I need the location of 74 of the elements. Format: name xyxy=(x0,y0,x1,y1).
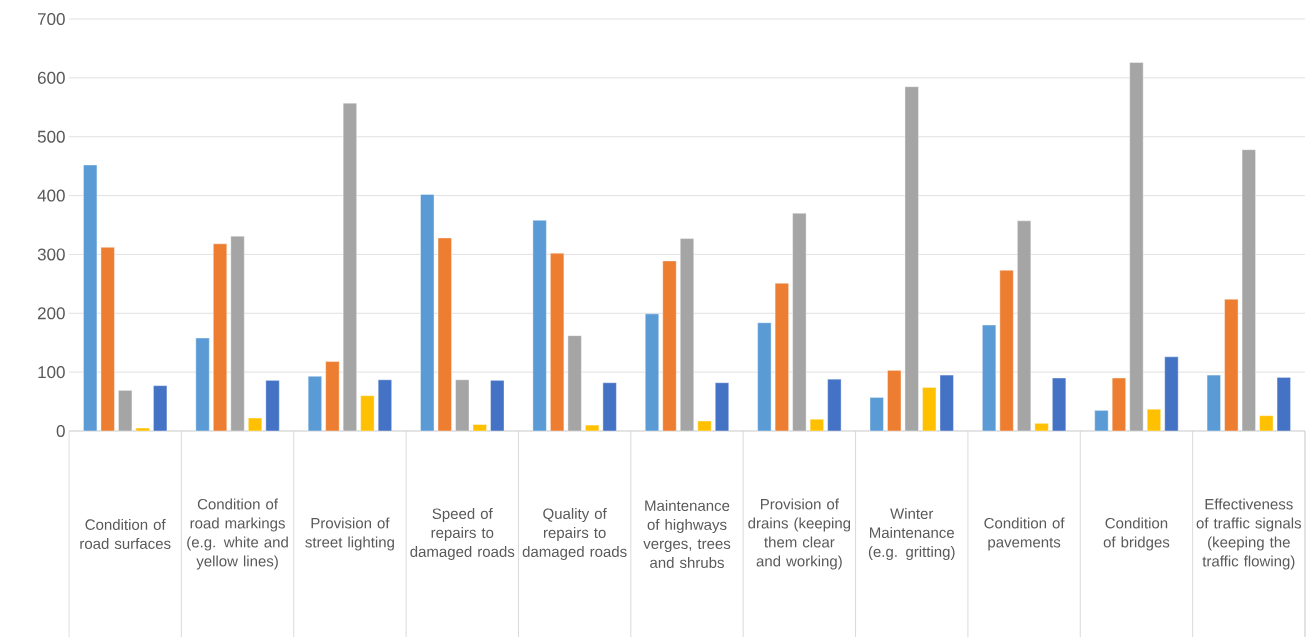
bar xyxy=(377,379,392,432)
bar xyxy=(195,337,210,432)
bar xyxy=(307,376,322,432)
bar xyxy=(757,322,772,432)
bar xyxy=(265,380,280,432)
y-tick-label: 300 xyxy=(37,248,65,261)
bar xyxy=(153,385,168,432)
bar xyxy=(437,237,452,432)
bar xyxy=(83,164,98,432)
bar xyxy=(827,379,842,432)
y-tick-label: 600 xyxy=(37,71,65,84)
y-tick-label: 400 xyxy=(37,189,65,202)
bar xyxy=(325,361,340,432)
bar xyxy=(1224,298,1239,432)
bar xyxy=(1094,410,1109,432)
bar xyxy=(869,397,884,432)
bar xyxy=(1129,62,1144,432)
bar xyxy=(1034,423,1049,432)
bar xyxy=(887,370,902,432)
x-tick-label: Condition of road markings (e.g. white and yellow lines) xyxy=(187,498,288,570)
bar xyxy=(792,213,807,432)
bar xyxy=(662,260,677,432)
bar xyxy=(472,424,487,432)
bar xyxy=(602,382,617,432)
x-tick-label: Provision of drains (keeping them clear and working) xyxy=(748,498,851,570)
y-tick-label: 200 xyxy=(37,307,65,320)
y-tick-label: 500 xyxy=(37,130,65,143)
y-tick-label: 700 xyxy=(38,12,65,26)
bar xyxy=(420,194,435,432)
bar xyxy=(532,220,547,432)
bar xyxy=(1147,409,1161,432)
bar xyxy=(490,380,505,432)
bar xyxy=(585,424,600,432)
bar xyxy=(1276,377,1291,432)
x-tick-label: Winter Maintenance (e.g. gritting) xyxy=(868,508,955,560)
bar xyxy=(1164,356,1179,432)
bar xyxy=(1206,374,1221,432)
bar xyxy=(100,247,115,432)
bar xyxy=(999,270,1014,432)
bar xyxy=(774,283,789,432)
bar xyxy=(1052,377,1067,432)
bar xyxy=(135,427,150,432)
x-tick-label: Provision of street lighting xyxy=(305,517,394,551)
bar xyxy=(455,379,470,432)
bar xyxy=(1241,149,1256,432)
bar xyxy=(1017,220,1032,432)
x-tick-label: Condition of road surfaces xyxy=(80,518,171,549)
x-tick-label: Condition of pavements xyxy=(984,517,1065,551)
bar xyxy=(213,243,228,432)
bar xyxy=(939,374,954,432)
bar xyxy=(715,382,729,432)
bar xyxy=(904,86,919,432)
y-tick-label: 100 xyxy=(38,366,65,379)
bar xyxy=(809,419,824,432)
bar xyxy=(550,253,565,432)
x-tick-label: Condition of bridges xyxy=(1103,517,1170,551)
bar xyxy=(922,387,937,432)
bar xyxy=(248,417,263,432)
bar xyxy=(1259,415,1274,432)
bar xyxy=(567,335,582,432)
bar xyxy=(697,420,712,432)
x-tick-label: Effectiveness of traffic signals (keeping the traffic flowing) xyxy=(1196,498,1302,570)
x-tick-label: Speed of repairs to damaged roads xyxy=(410,508,515,560)
bar xyxy=(680,238,694,432)
bar xyxy=(230,235,245,432)
y-tick-label: 0 xyxy=(56,424,65,438)
bar xyxy=(360,395,375,432)
bar xyxy=(1112,377,1126,432)
bar xyxy=(982,324,997,432)
bar xyxy=(342,102,357,432)
bar xyxy=(645,313,659,432)
x-tick-label: Maintenance of highways verges, trees and shrubs xyxy=(643,499,731,568)
x-tick-label: Quality of repairs to damaged roads xyxy=(522,508,627,560)
bar xyxy=(118,390,133,432)
